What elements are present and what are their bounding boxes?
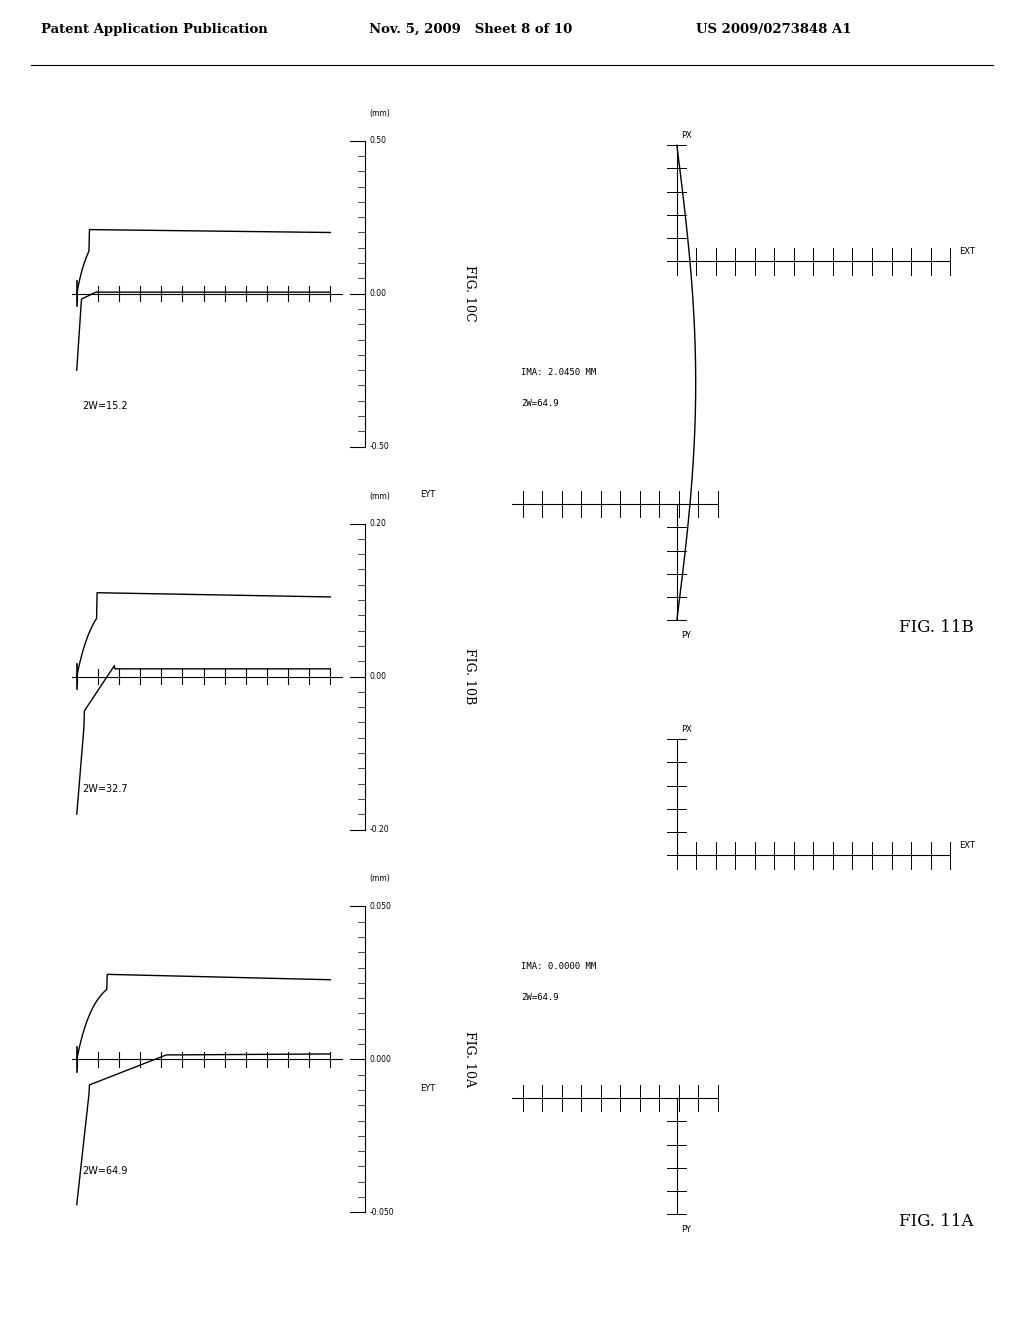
Text: PX: PX <box>682 131 692 140</box>
Text: IMA: 2.0450 MM: IMA: 2.0450 MM <box>521 368 597 376</box>
Text: PY: PY <box>682 631 691 640</box>
Text: 0.050: 0.050 <box>370 902 391 911</box>
Text: Patent Application Publication: Patent Application Publication <box>41 22 267 36</box>
Text: 2W=64.9: 2W=64.9 <box>521 994 559 1002</box>
Text: 0.20: 0.20 <box>370 519 387 528</box>
Text: Nov. 5, 2009   Sheet 8 of 10: Nov. 5, 2009 Sheet 8 of 10 <box>369 22 571 36</box>
Text: 0.00: 0.00 <box>370 672 387 681</box>
Text: 0.000: 0.000 <box>370 1055 391 1064</box>
Text: (mm): (mm) <box>370 874 390 883</box>
Text: IMA: 0.0000 MM: IMA: 0.0000 MM <box>521 962 597 970</box>
Text: -0.050: -0.050 <box>370 1208 394 1217</box>
Text: 2W=64.9: 2W=64.9 <box>82 1167 127 1176</box>
Text: PX: PX <box>682 725 692 734</box>
Text: FIG. 11B: FIG. 11B <box>899 619 974 636</box>
Text: 2W=32.7: 2W=32.7 <box>82 784 127 793</box>
Text: EXT: EXT <box>959 841 976 850</box>
Text: US 2009/0273848 A1: US 2009/0273848 A1 <box>696 22 852 36</box>
Text: EYT: EYT <box>420 490 435 499</box>
Text: 2W=64.9: 2W=64.9 <box>521 400 559 408</box>
Text: FIG. 10A: FIG. 10A <box>463 1031 476 1088</box>
Text: 0.00: 0.00 <box>370 289 387 298</box>
Text: FIG. 11A: FIG. 11A <box>899 1213 974 1230</box>
Text: EYT: EYT <box>420 1084 435 1093</box>
Text: 0.50: 0.50 <box>370 136 387 145</box>
Text: (mm): (mm) <box>370 491 390 500</box>
Text: -0.20: -0.20 <box>370 825 389 834</box>
Text: 2W=15.2: 2W=15.2 <box>82 401 127 411</box>
Text: PY: PY <box>682 1225 691 1234</box>
Text: FIG. 10C: FIG. 10C <box>463 265 476 322</box>
Text: EXT: EXT <box>959 247 976 256</box>
Text: (mm): (mm) <box>370 108 390 117</box>
Text: -0.50: -0.50 <box>370 442 389 451</box>
Text: FIG. 10B: FIG. 10B <box>463 648 476 705</box>
